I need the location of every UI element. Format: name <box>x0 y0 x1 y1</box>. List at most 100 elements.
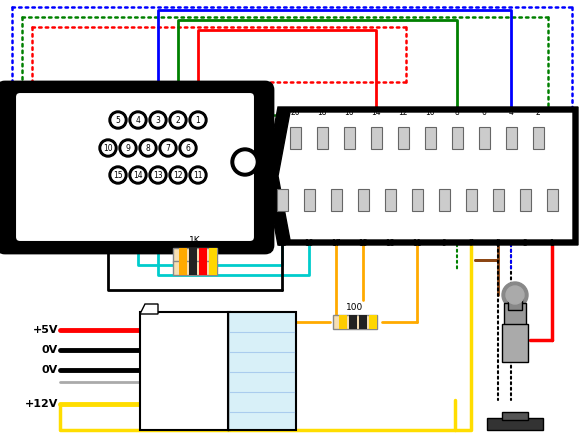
Circle shape <box>192 114 204 126</box>
Text: 15: 15 <box>113 171 123 179</box>
Text: 14: 14 <box>371 108 381 117</box>
FancyBboxPatch shape <box>228 312 296 430</box>
Text: 9: 9 <box>442 238 446 248</box>
Bar <box>290 127 301 149</box>
Circle shape <box>192 169 204 181</box>
Bar <box>189 248 197 262</box>
Text: 0V: 0V <box>41 365 58 375</box>
Circle shape <box>109 166 127 184</box>
Circle shape <box>122 142 134 154</box>
Text: 5: 5 <box>116 116 120 124</box>
Circle shape <box>129 166 147 184</box>
Text: 12: 12 <box>398 108 408 117</box>
Text: 11: 11 <box>412 238 422 248</box>
Bar <box>398 127 408 149</box>
Circle shape <box>172 169 184 181</box>
Polygon shape <box>265 107 578 245</box>
Text: 7: 7 <box>468 238 474 248</box>
Circle shape <box>179 139 197 157</box>
Circle shape <box>502 282 528 308</box>
Circle shape <box>102 142 114 154</box>
Text: +12V: +12V <box>25 399 58 409</box>
Circle shape <box>172 114 184 126</box>
Bar <box>520 189 530 211</box>
Text: 13: 13 <box>153 171 163 179</box>
Text: 3: 3 <box>155 116 161 124</box>
Text: 1: 1 <box>550 238 554 248</box>
Bar <box>451 127 463 149</box>
Text: 8: 8 <box>145 144 150 152</box>
Bar <box>547 189 558 211</box>
Circle shape <box>149 111 167 129</box>
Bar <box>209 248 217 262</box>
Text: 14: 14 <box>133 171 143 179</box>
Bar <box>276 189 287 211</box>
Bar <box>506 127 516 149</box>
Text: 4: 4 <box>509 108 513 117</box>
Text: 13: 13 <box>385 238 395 248</box>
Bar <box>502 412 528 420</box>
Bar <box>179 261 187 275</box>
Circle shape <box>139 139 157 157</box>
Text: 21: 21 <box>277 238 287 248</box>
Bar <box>179 248 187 262</box>
Circle shape <box>109 111 127 129</box>
Text: 2: 2 <box>536 108 540 117</box>
Circle shape <box>506 286 524 304</box>
Bar <box>487 418 543 430</box>
Circle shape <box>189 111 207 129</box>
Bar <box>331 189 342 211</box>
Bar <box>339 315 347 329</box>
Bar <box>199 248 207 262</box>
Text: 5: 5 <box>496 238 500 248</box>
Bar <box>425 127 436 149</box>
Text: 6: 6 <box>482 108 486 117</box>
Text: 10: 10 <box>425 108 435 117</box>
Circle shape <box>182 142 194 154</box>
Text: 2: 2 <box>176 116 180 124</box>
Bar <box>189 261 197 275</box>
Text: 6: 6 <box>186 144 190 152</box>
Polygon shape <box>140 304 158 314</box>
Text: 18: 18 <box>317 108 327 117</box>
Bar <box>412 189 422 211</box>
Text: 1K: 1K <box>189 236 201 245</box>
Text: 7: 7 <box>165 144 171 152</box>
Polygon shape <box>278 112 573 240</box>
Text: 10: 10 <box>103 144 113 152</box>
Bar <box>502 324 528 362</box>
Text: 100: 100 <box>346 303 364 312</box>
Circle shape <box>119 139 137 157</box>
Bar <box>173 248 217 262</box>
Circle shape <box>169 111 187 129</box>
Text: +5V: +5V <box>33 325 58 335</box>
Text: 11: 11 <box>193 171 203 179</box>
Bar <box>504 303 526 328</box>
Circle shape <box>235 152 255 172</box>
Bar <box>478 127 489 149</box>
Circle shape <box>112 169 124 181</box>
Circle shape <box>169 166 187 184</box>
Circle shape <box>189 166 207 184</box>
Circle shape <box>99 139 117 157</box>
Text: 8: 8 <box>454 108 460 117</box>
Text: 9: 9 <box>126 144 130 152</box>
Text: 19: 19 <box>304 238 314 248</box>
Bar <box>370 127 381 149</box>
Text: 20: 20 <box>290 108 300 117</box>
Bar <box>333 315 377 329</box>
Bar <box>343 127 354 149</box>
Bar <box>439 189 450 211</box>
Text: 15: 15 <box>358 238 368 248</box>
Text: 16: 16 <box>344 108 354 117</box>
Circle shape <box>142 142 154 154</box>
Bar <box>317 127 328 149</box>
Circle shape <box>132 169 144 181</box>
FancyBboxPatch shape <box>0 82 273 253</box>
Circle shape <box>152 169 164 181</box>
Text: 1: 1 <box>196 116 200 124</box>
Bar <box>199 261 207 275</box>
Circle shape <box>149 166 167 184</box>
Bar <box>209 261 217 275</box>
Bar <box>492 189 503 211</box>
